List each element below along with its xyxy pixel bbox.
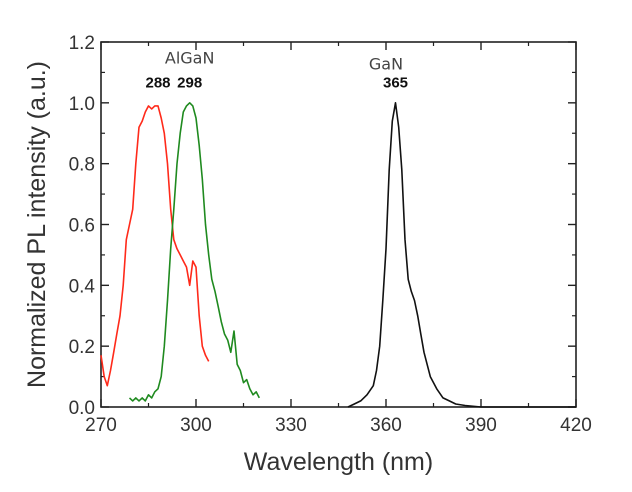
x-tick-label: 330 xyxy=(275,415,307,436)
x-axis-title: Wavelength (nm) xyxy=(244,448,433,476)
series-line-gan xyxy=(347,102,576,408)
series-line-series-1 xyxy=(100,105,210,387)
series-label-gan: GaN xyxy=(369,54,403,73)
y-tick-label: 0.4 xyxy=(69,276,96,297)
y-tick-label: 0.6 xyxy=(69,216,95,237)
series-label-algan: AlGaN xyxy=(165,48,215,67)
y-tick-label: 0.0 xyxy=(69,398,95,419)
y-tick-label: 1.2 xyxy=(69,33,95,54)
peak-label-298: 298 xyxy=(177,75,202,92)
x-tick-label: 360 xyxy=(370,415,402,436)
y-tick-label: 0.2 xyxy=(69,337,95,358)
peak-label-365: 365 xyxy=(383,75,408,92)
x-tick-label: 390 xyxy=(465,415,497,436)
x-tick-label: 270 xyxy=(85,415,117,436)
series-line-algan xyxy=(128,102,261,402)
y-tick-label: 0.8 xyxy=(69,155,95,176)
y-tick-label: 1.0 xyxy=(69,94,95,115)
x-tick-label: 300 xyxy=(180,415,212,436)
y-axis-title: Normalized PL intensity (a.u.) xyxy=(23,61,51,388)
peak-label-288: 288 xyxy=(145,75,170,92)
x-tick-label: 420 xyxy=(560,415,592,436)
